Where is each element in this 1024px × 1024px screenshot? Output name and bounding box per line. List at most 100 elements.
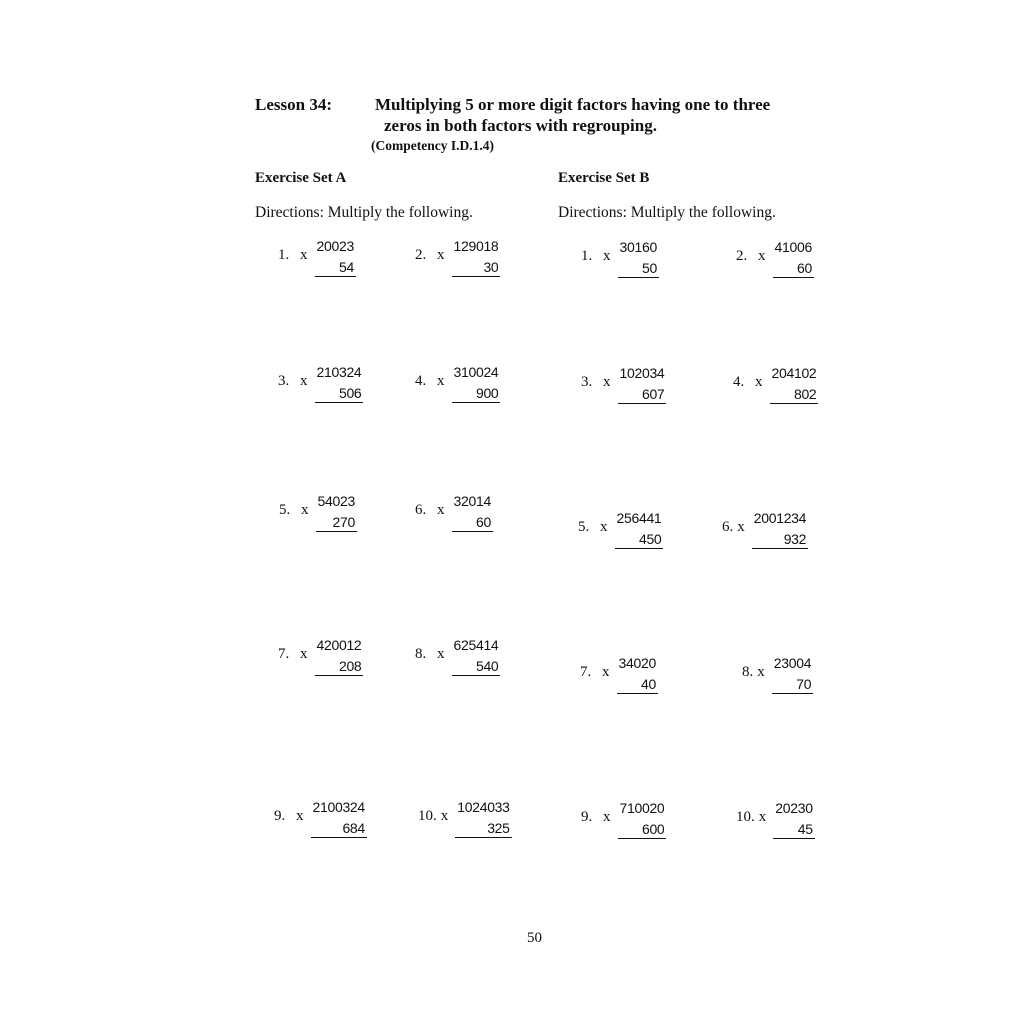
top-factor: 54023 [317,493,356,509]
factor-column: 20230 45 [773,800,815,839]
multiplication-sign: x [437,646,445,662]
multiplication-sign: x [602,664,610,680]
problem-b5: 5. x 256441 450 [578,510,664,549]
top-factor: 102034 [619,365,665,381]
bottom-factor: 270 [315,515,357,532]
factor-column: 32014 60 [451,493,493,532]
problem-number: 7. [580,664,592,680]
multiplication-sign: x [603,248,611,264]
problem-number: 9. [274,808,286,824]
factor-column: 1024033 325 [455,800,512,838]
multiplication-sign: x [437,373,445,389]
problem-number: 4. [733,374,745,390]
problem-number: 6. [415,502,427,518]
top-factor: 310024 [453,364,499,380]
multiplication-sign: x [758,248,766,264]
multiplication-sign: x [301,502,309,518]
problem-number: 7. [278,646,290,662]
multiplication-sign: x [757,664,765,680]
bottom-factor: 932 [751,532,809,549]
bottom-factor: 60 [451,515,493,532]
problem-number: 1. [581,248,593,264]
top-factor: 210324 [316,364,362,380]
problem-a4: 4. x 310024 900 [415,364,501,403]
bottom-factor: 600 [617,822,667,839]
bottom-factor: 60 [772,261,814,278]
top-factor: 20230 [775,800,813,816]
problem-b3: 3. x 102034 607 [581,365,667,404]
exercise-set-b-heading: Exercise Set B [558,170,650,186]
problem-number: 1. [278,247,290,263]
bottom-factor: 540 [451,659,501,676]
problem-a10: 10. x 1024033 325 [418,800,512,838]
factor-column: 34020 40 [616,656,658,694]
bottom-factor: 40 [616,677,658,694]
problem-number: 5. [578,519,590,535]
top-factor: 256441 [616,510,662,526]
factor-column: 256441 450 [614,510,664,549]
multiplication-sign: x [603,809,611,825]
problem-number: 10. [418,808,437,824]
factor-column: 54023 270 [315,493,357,532]
bottom-factor: 607 [617,387,667,404]
problem-b1: 1. x 30160 50 [581,239,659,278]
multiplication-sign: x [440,808,449,824]
exercise-set-a-heading: Exercise Set A [255,170,347,186]
bottom-factor: 70 [771,677,814,694]
multiplication-sign: x [737,519,745,535]
factor-column: 23004 70 [771,655,814,694]
factor-column: 210324 506 [314,364,364,403]
top-factor: 20023 [316,238,355,254]
factor-column: 41006 60 [772,239,814,278]
bottom-factor: 450 [614,532,664,549]
top-factor: 30160 [619,239,658,255]
bottom-factor: 802 [769,387,819,404]
multiplication-sign: x [300,373,308,389]
top-factor: 2001234 [753,510,807,526]
factor-column: 2100324 684 [310,799,367,838]
problem-number: 5. [279,502,291,518]
factor-column: 204102 802 [769,366,819,404]
problem-number: 6. [722,519,734,535]
problem-a1: 1. x 20023 54 [278,238,356,277]
multiplication-sign: x [300,247,308,263]
bottom-factor: 325 [455,821,512,838]
problem-a2: 2. x 129018 30 [415,238,501,277]
top-factor: 710020 [619,800,665,816]
problem-b7: 7. x 34020 40 [580,656,658,694]
problem-a3: 3. x 210324 506 [278,364,364,403]
multiplication-sign: x [437,502,445,518]
factor-column: 710020 600 [617,800,667,839]
problem-number: 2. [415,247,427,263]
problem-a6: 6. x 32014 60 [415,493,493,532]
multiplication-sign: x [296,808,304,824]
problem-b6: 6. x 2001234 932 [722,510,809,549]
factor-column: 420012 208 [314,638,364,676]
set-a-directions: Directions: Multiply the following. [255,204,473,221]
bottom-factor: 54 [314,260,356,277]
bottom-factor: 684 [310,821,367,838]
problem-b2: 2. x 41006 60 [736,239,814,278]
factor-column: 625414 540 [451,637,501,676]
problem-a9: 9. x 2100324 684 [274,799,367,838]
problem-number: 9. [581,809,593,825]
top-factor: 32014 [453,493,492,509]
multiplication-sign: x [755,374,763,390]
problem-a8: 8. x 625414 540 [415,637,501,676]
top-factor: 129018 [453,238,499,254]
multiplication-sign: x [603,374,611,390]
multiplication-sign: x [600,519,608,535]
lesson-title-line1: Multiplying 5 or more digit factors havi… [375,95,771,114]
factor-column: 20023 54 [314,238,356,277]
page-number: 50 [527,930,542,946]
top-factor: 2100324 [312,799,366,815]
top-factor: 41006 [774,239,813,255]
top-factor: 625414 [453,637,499,653]
lesson-title-line2: zeros in both factors with regrouping. [384,116,657,135]
top-factor: 23004 [773,655,812,671]
multiplication-sign: x [758,809,767,825]
problem-number: 4. [415,373,427,389]
bottom-factor: 30 [451,260,501,277]
problem-b8: 8. x 23004 70 [742,655,814,694]
